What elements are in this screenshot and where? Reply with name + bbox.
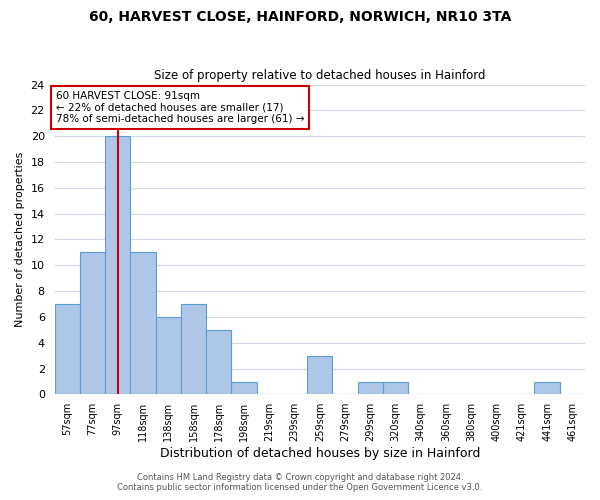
Bar xyxy=(307,356,332,395)
Bar xyxy=(105,136,130,394)
Y-axis label: Number of detached properties: Number of detached properties xyxy=(15,152,25,327)
Bar xyxy=(80,252,105,394)
Text: Contains HM Land Registry data © Crown copyright and database right 2024.
Contai: Contains HM Land Registry data © Crown c… xyxy=(118,473,482,492)
Bar xyxy=(232,382,257,394)
Bar xyxy=(130,252,155,394)
X-axis label: Distribution of detached houses by size in Hainford: Distribution of detached houses by size … xyxy=(160,447,480,460)
Text: 60, HARVEST CLOSE, HAINFORD, NORWICH, NR10 3TA: 60, HARVEST CLOSE, HAINFORD, NORWICH, NR… xyxy=(89,10,511,24)
Bar xyxy=(181,304,206,394)
Bar xyxy=(535,382,560,394)
Title: Size of property relative to detached houses in Hainford: Size of property relative to detached ho… xyxy=(154,69,485,82)
Bar xyxy=(383,382,408,394)
Bar xyxy=(206,330,232,394)
Bar xyxy=(155,317,181,394)
Text: 60 HARVEST CLOSE: 91sqm
← 22% of detached houses are smaller (17)
78% of semi-de: 60 HARVEST CLOSE: 91sqm ← 22% of detache… xyxy=(56,91,304,124)
Bar xyxy=(55,304,80,394)
Bar xyxy=(358,382,383,394)
